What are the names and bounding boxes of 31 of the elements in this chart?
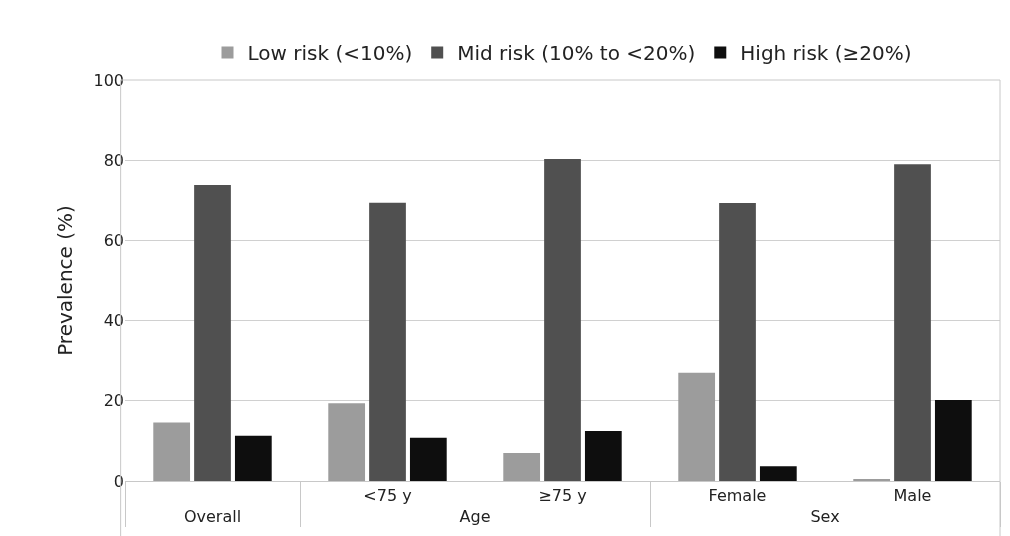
bar [759,466,797,481]
text: Sex [810,507,840,527]
x-tick-label: Overall [183,507,242,527]
y-tick-label: 60 [103,231,124,250]
y-tick-label: 20 [103,391,124,411]
x-tick-label: ≥75 y [538,486,587,506]
y-axis-title: Prevalence (%) [52,205,77,356]
x-tick-label: <75 y [363,486,412,506]
y-tick-label: 0 [113,471,124,491]
x-tick-label: Male [893,486,932,506]
bar [584,430,622,481]
y-tick-label: 40 [103,311,124,331]
legend-label: High risk (≥20%) [740,41,912,66]
bar [719,203,756,481]
bar [328,403,366,481]
legend-label: Low risk (<10%) [247,41,413,66]
bar [503,452,541,481]
bar [894,164,931,481]
text: Age [459,507,491,527]
bar [369,202,406,481]
bar [934,400,972,481]
x-tick-label: Female [708,486,767,506]
bar [234,435,272,481]
bar [678,372,716,481]
bar [153,422,191,481]
bar [409,437,447,481]
legend-label: Mid risk (10% to <20%) [457,41,696,66]
bar [194,185,231,481]
y-tick-label: 80 [103,150,124,170]
bar [544,159,581,481]
y-tick-label: 100 [93,70,124,90]
